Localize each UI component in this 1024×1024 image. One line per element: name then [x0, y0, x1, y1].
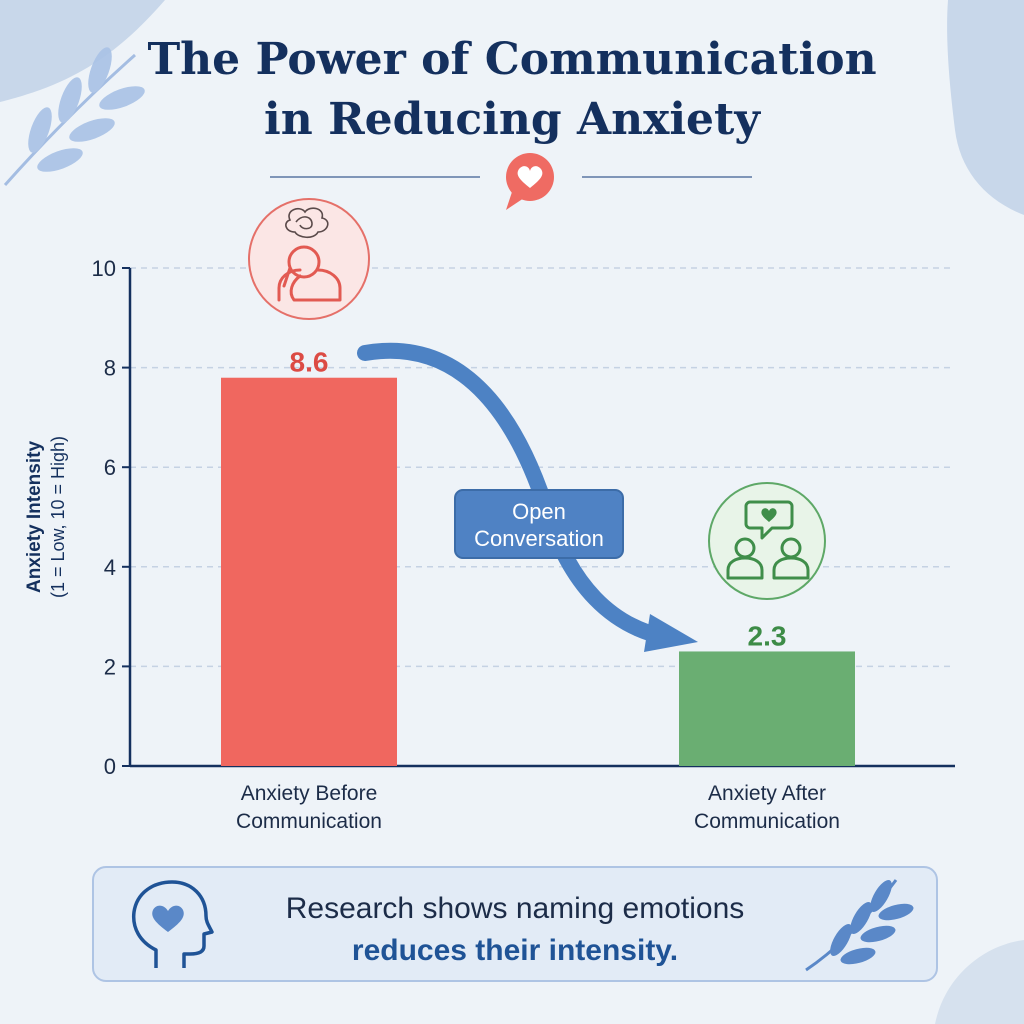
page-title-line-2: in Reducing Anxiety: [264, 94, 760, 145]
page-title-line-1: The Power of Communication: [147, 34, 877, 85]
conversation-heart-icon: [708, 482, 826, 600]
callout-line-2: reduces their intensity.: [351, 934, 679, 967]
y-tick-label-6: 6: [104, 455, 116, 480]
corner-blob-bottom-right: [935, 940, 1024, 1024]
research-callout: Research shows naming emotions reduces t…: [92, 866, 938, 982]
y-axis-label-note: (1 = Low, 10 = High): [48, 436, 68, 598]
bar-2: [679, 651, 855, 766]
bar-chart: 0 2 4 6 8 10 8.6 Anxiety Before Communication 2.…: [24, 198, 955, 833]
y-axis-label: Anxiety Intensity: [24, 441, 45, 593]
annotation-line-1: Open: [512, 499, 566, 524]
bar-1: [221, 377, 397, 766]
y-axis-title: Anxiety Intensity (1 = Low, 10 = High): [24, 436, 68, 598]
corner-blob-top-right: [947, 0, 1024, 215]
x-category-label-1-line-2: Communication: [236, 810, 382, 833]
stressed-person-icon: [248, 198, 370, 320]
leaf-sprig-icon: [805, 879, 914, 972]
callout-line-1: Research shows naming emotions: [285, 892, 745, 925]
title-divider: [270, 153, 752, 210]
annotation-box: Open Conversation: [454, 489, 624, 559]
y-tick-label-0: 0: [104, 754, 116, 779]
leaf-branch-icon: [3, 47, 145, 186]
y-tick-label-4: 4: [104, 555, 116, 580]
corner-blob-top-left: [0, 0, 165, 102]
bar-value-label-2: 2.3: [748, 620, 787, 651]
x-category-label-1-line-1: Anxiety Before: [241, 782, 378, 805]
y-tick-label-10: 10: [92, 256, 116, 281]
x-category-label-2-line-1: Anxiety After: [708, 782, 826, 805]
heart-speech-bubble-icon: [506, 153, 554, 210]
bar-value-label-1: 8.6: [290, 347, 329, 378]
annotation-line-2: Conversation: [474, 526, 604, 551]
y-tick-label-8: 8: [104, 356, 116, 381]
head-heart-icon: [131, 880, 214, 968]
y-tick-label-2: 2: [104, 654, 116, 679]
x-category-label-2-line-2: Communication: [694, 810, 840, 833]
